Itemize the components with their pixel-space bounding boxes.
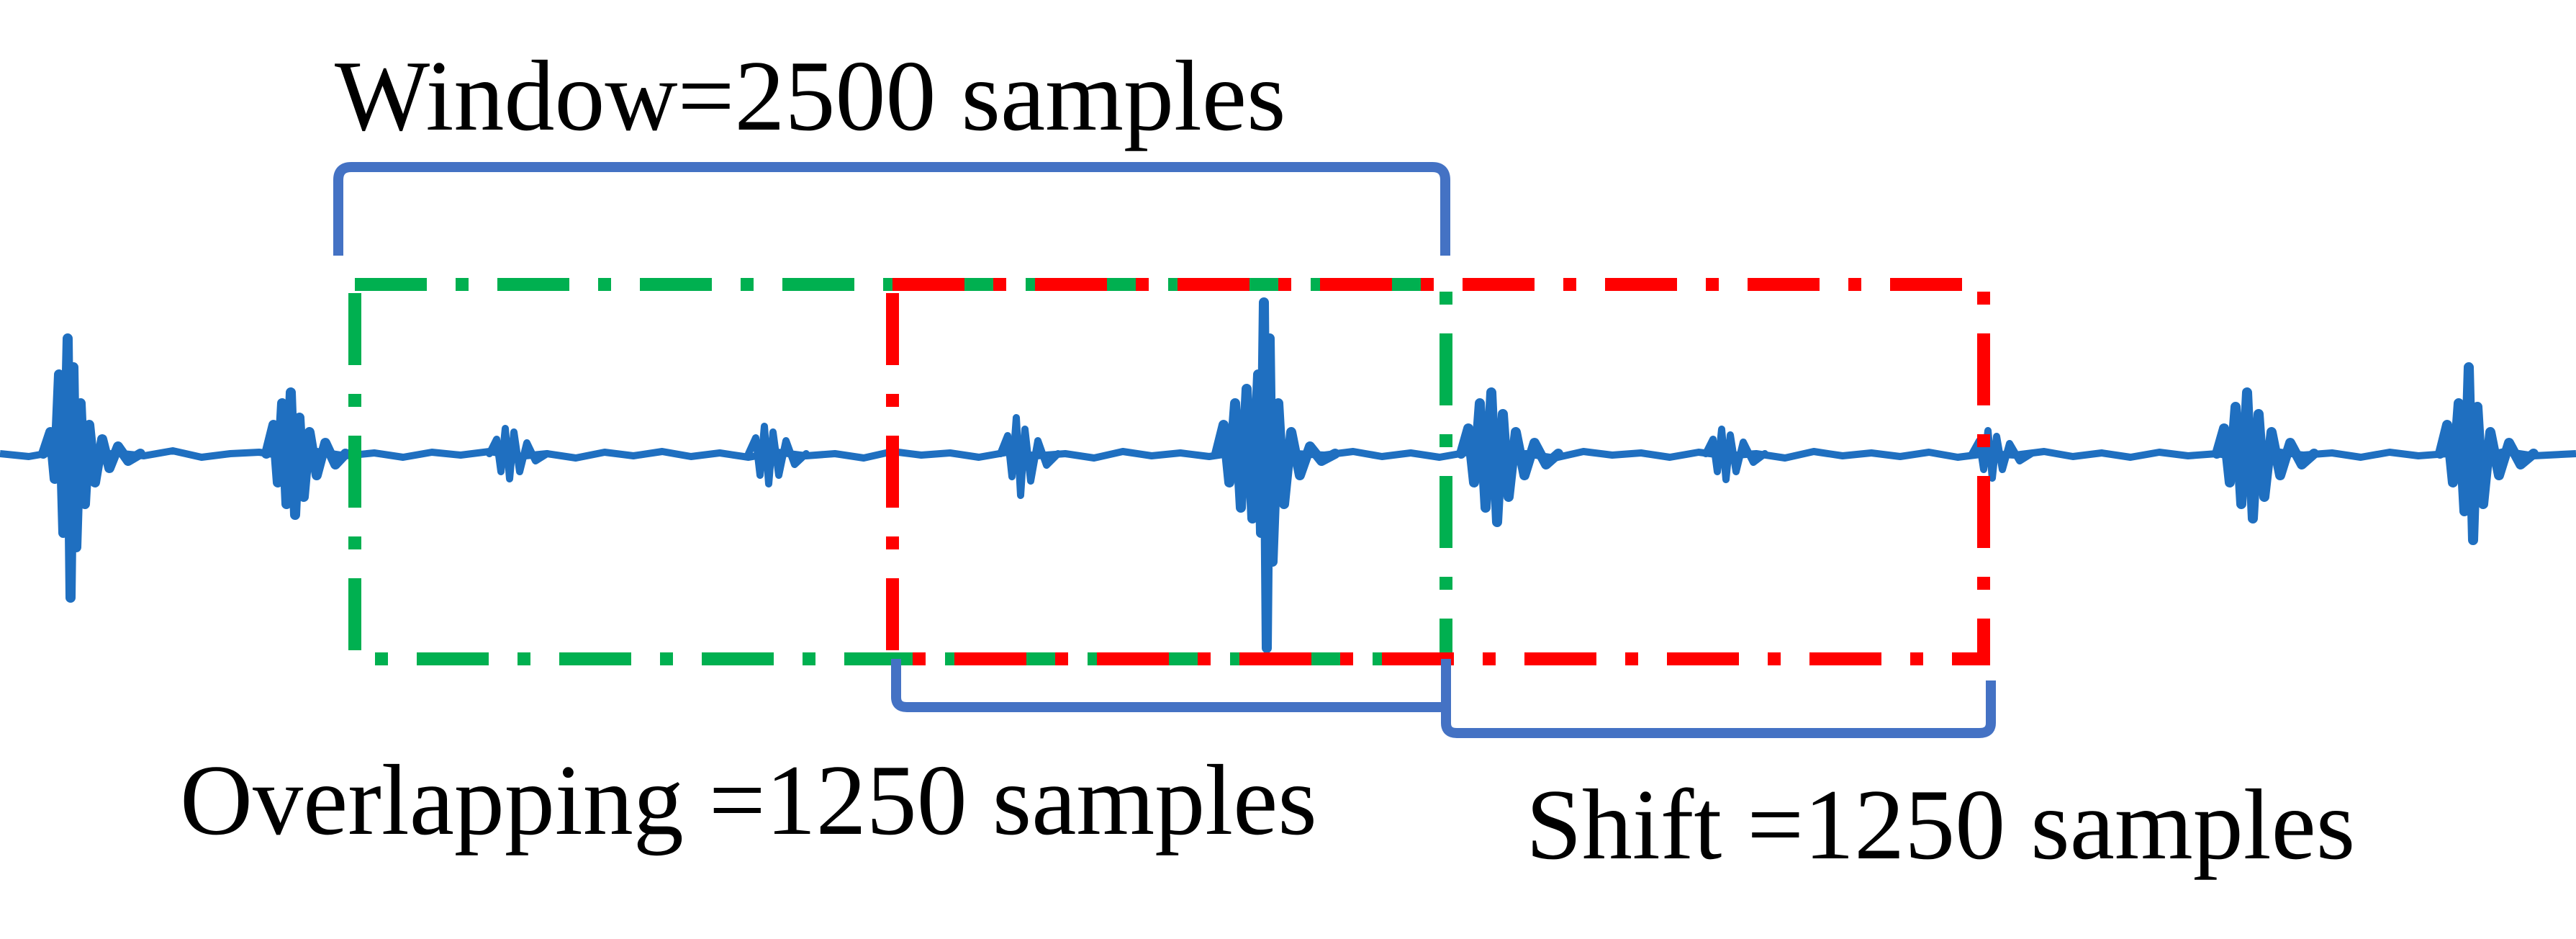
signal-waveform xyxy=(0,297,2576,653)
overlap-label: Overlapping =1250 samples xyxy=(180,745,1317,856)
signal-burst xyxy=(997,414,1062,499)
signal-burst xyxy=(486,425,551,482)
signal-burst xyxy=(2212,387,2319,524)
shift-label: Shift =1250 samples xyxy=(1526,769,2355,881)
signal-burst xyxy=(1969,427,2035,482)
signal-burst xyxy=(261,387,351,520)
window-bracket xyxy=(333,162,1450,256)
signal-burst xyxy=(1211,297,1340,653)
overlap-bracket xyxy=(891,659,1446,712)
shift-bracket xyxy=(1441,659,1996,738)
signal-bursts xyxy=(38,297,2539,653)
signal-burst xyxy=(745,423,810,488)
signal-burst xyxy=(2435,362,2539,545)
window-label: Window=2500 samples xyxy=(335,40,1286,152)
window-2-box xyxy=(886,278,1990,665)
signal-burst xyxy=(38,333,145,603)
signal-burst xyxy=(1702,426,1768,483)
signal-burst xyxy=(1456,387,1563,527)
